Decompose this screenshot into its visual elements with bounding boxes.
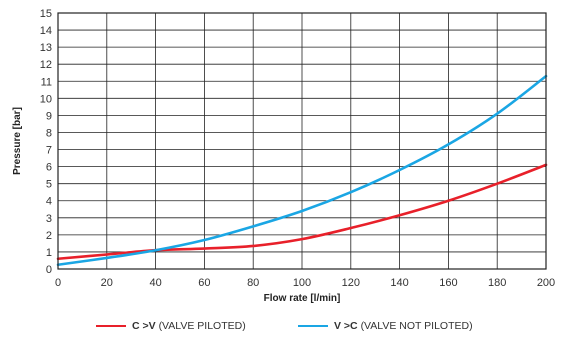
x-tick-label: 140: [390, 277, 408, 289]
legend-swatch-blue: [298, 325, 328, 327]
y-axis-label: Pressure [bar]: [12, 107, 23, 175]
y-tick-label: 9: [46, 110, 52, 122]
y-tick-label: 8: [46, 127, 52, 139]
y-tick-label: 11: [41, 76, 52, 88]
x-tick-label: 180: [488, 277, 506, 289]
y-tick-label: 5: [46, 179, 52, 191]
x-tick-label: 120: [342, 277, 360, 289]
x-tick-label: 80: [247, 277, 259, 289]
series-lines: [56, 74, 548, 267]
grid: [57, 12, 547, 270]
legend-swatch-red: [96, 325, 126, 327]
x-tick-label: 60: [198, 277, 210, 289]
legend-label-c-v-bold: C >V: [132, 320, 156, 332]
legend-item-c-v: C >V (VALVE PILOTED): [96, 316, 246, 336]
y-tick-label: 14: [40, 25, 52, 37]
y-tick-label: 1: [46, 247, 52, 259]
x-tick-label: 0: [55, 277, 61, 289]
legend-label-v-c-rest: (VALVE NOT PILOTED): [360, 320, 473, 332]
y-tick-label: 10: [40, 93, 52, 105]
legend-item-v-c: V >C (VALVE NOT PILOTED): [298, 316, 473, 336]
y-tick-label: 2: [46, 230, 52, 242]
legend-label-c-v-rest: (VALVE PILOTED): [158, 320, 246, 332]
legend-label-c-v: C >V (VALVE PILOTED): [132, 320, 246, 332]
y-tick-label: 6: [46, 162, 52, 174]
y-tick-label: 7: [46, 145, 52, 157]
x-tick-label: 40: [149, 277, 161, 289]
y-tick-label: 13: [40, 42, 52, 54]
x-tick-label: 100: [293, 277, 311, 289]
x-tick-label: 160: [439, 277, 457, 289]
y-tick-label: 0: [46, 264, 52, 276]
x-axis-label: Flow rate [l/min]: [264, 293, 341, 304]
series-line-0: [56, 163, 548, 261]
x-tick-label: 200: [537, 277, 555, 289]
y-tick-label: 15: [40, 8, 52, 20]
legend-label-v-c: V >C (VALVE NOT PILOTED): [334, 320, 473, 332]
y-tick-label: 4: [46, 196, 52, 208]
x-tick-labels: 0 20 40 60 80 100 120 140 160 180 200: [55, 277, 555, 289]
y-tick-label: 3: [46, 213, 52, 225]
plot-frame: [57, 12, 547, 270]
y-tick-label: 12: [40, 59, 52, 71]
legend: C >V (VALVE PILOTED) V >C (VALVE NOT PIL…: [0, 316, 570, 336]
series-line-1: [56, 74, 548, 267]
legend-label-v-c-bold: V >C: [334, 320, 358, 332]
x-tick-label: 20: [101, 277, 113, 289]
